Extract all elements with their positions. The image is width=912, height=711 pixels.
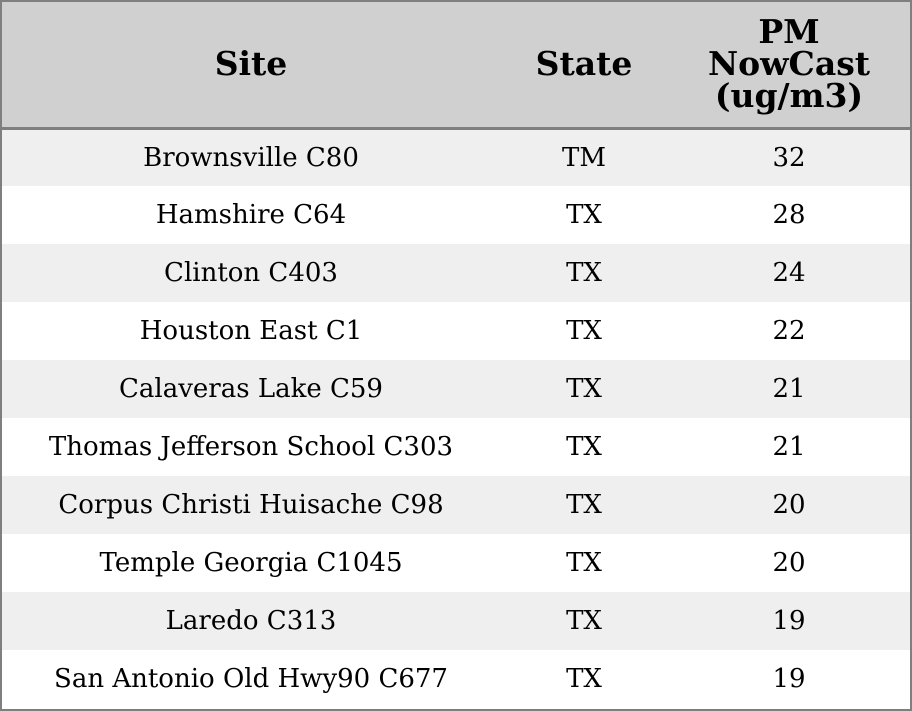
pm-header-line-2: NowCast	[707, 44, 871, 84]
cell-site: Hamshire C64	[155, 200, 347, 230]
cell-pm-nowcast: 20	[772, 490, 806, 520]
cell-state: TX	[566, 664, 602, 694]
cell-state: TX	[566, 200, 602, 230]
cell-pm-nowcast: 24	[772, 258, 806, 288]
column-header-pm-nowcast: PM NowCast (ug/m3)	[668, 2, 910, 130]
cell-pm-nowcast: 28	[772, 200, 806, 230]
cell-site: Brownsville C80	[143, 142, 359, 173]
cell-site: Thomas Jefferson School C303	[48, 432, 454, 462]
cell-pm-nowcast: 22	[772, 316, 806, 346]
pm-header-line-1: PM	[758, 12, 820, 52]
cell-site: San Antonio Old Hwy90 C677	[54, 664, 448, 694]
table-row: Houston East C1 TX 22	[2, 302, 910, 360]
header-row: Site State PM NowCast (ug/m3)	[2, 2, 910, 130]
pm-header-line-3: (ug/m3)	[714, 76, 864, 116]
table-row: Brownsville C80 TM 32	[2, 128, 910, 186]
table-row: Calaveras Lake C59 TX 21	[2, 360, 910, 418]
cell-pm-nowcast: 19	[772, 606, 806, 636]
table-row: Hamshire C64 TX 28	[2, 186, 910, 244]
table-row: Temple Georgia C1045 TX 20	[2, 534, 910, 592]
cell-state: TX	[566, 374, 602, 404]
table-row: Thomas Jefferson School C303 TX 21	[2, 418, 910, 476]
cell-pm-nowcast: 32	[772, 142, 806, 173]
cell-pm-nowcast: 20	[772, 548, 806, 578]
table-body: Brownsville C80 TM 32 Hamshire C64 TX 28 Clint…	[2, 128, 910, 708]
cell-state: TX	[566, 606, 602, 636]
cell-state: TX	[566, 548, 602, 578]
cell-site: Calaveras Lake C59	[119, 374, 383, 404]
cell-state: TX	[566, 258, 602, 288]
cell-state: TX	[566, 316, 602, 346]
table-row: San Antonio Old Hwy90 C677 TX 19	[2, 650, 910, 708]
table-header: Site State PM NowCast (ug/m3)	[2, 2, 910, 130]
cell-state: TM	[562, 142, 606, 173]
cell-pm-nowcast: 21	[772, 432, 806, 462]
table-row: Laredo C313 TX 19	[2, 592, 910, 650]
cell-site: Houston East C1	[139, 316, 363, 346]
cell-state: TX	[566, 490, 602, 520]
column-header-state: State	[500, 2, 668, 130]
cell-site: Corpus Christi Huisache C98	[58, 490, 444, 520]
cell-pm-nowcast: 19	[772, 664, 806, 694]
table-row: Clinton C403 TX 24	[2, 244, 910, 302]
cell-pm-nowcast: 21	[772, 374, 806, 404]
cell-state: TX	[566, 432, 602, 462]
column-header-site: Site	[2, 2, 500, 130]
table-row: Corpus Christi Huisache C98 TX 20	[2, 476, 910, 534]
cell-site: Clinton C403	[164, 258, 338, 288]
cell-site: Laredo C313	[165, 606, 337, 636]
cell-site: Temple Georgia C1045	[99, 548, 403, 578]
